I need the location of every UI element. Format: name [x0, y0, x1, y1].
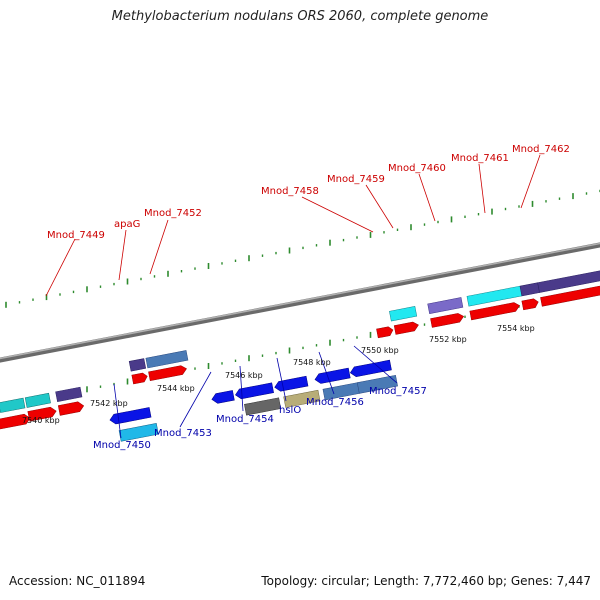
gene-label-mnod-7458[interactable]: Mnod_7458 [261, 186, 319, 197]
forward-gene-bar[interactable] [145, 350, 189, 369]
gene-label-mnod-7456[interactable]: Mnod_7456 [306, 397, 364, 408]
leader-line [276, 357, 287, 402]
forward-gene-bar[interactable] [128, 358, 147, 372]
reverse-gene-bar[interactable] [356, 374, 398, 394]
leader-line [45, 238, 76, 297]
reverse-cds-arrow[interactable] [314, 367, 351, 384]
forward-cds-arrow[interactable] [540, 283, 600, 307]
position-label: 7550 kbp [361, 346, 399, 355]
gene-label-mnod-7459[interactable]: Mnod_7459 [327, 174, 385, 185]
leader-line [418, 173, 436, 222]
gene-label-mnod-7452[interactable]: Mnod_7452 [144, 208, 202, 219]
reverse-cds-arrow[interactable] [274, 375, 309, 392]
forward-cds-row [0, 283, 600, 430]
leader-line [301, 196, 374, 233]
accession-text: Accession: NC_011894 [9, 574, 146, 588]
forward-cds-arrow[interactable] [148, 365, 187, 382]
forward-gene-bar[interactable] [24, 392, 51, 408]
genome-summary-text: Topology: circular; Length: 7,772,460 bp… [261, 574, 591, 588]
position-labels: 7540 kbp 7542 kbp 7544 kbp 7546 kbp 7548… [22, 324, 535, 425]
gene-label-mnod-7457[interactable]: Mnod_7457 [369, 386, 427, 397]
forward-gene-bar[interactable] [55, 386, 83, 402]
forward-cds-arrow[interactable] [393, 321, 419, 335]
reverse-cds-arrow[interactable] [349, 359, 392, 378]
leader-line [353, 345, 398, 384]
reverse-gene-bar[interactable] [244, 397, 282, 416]
position-label: 7554 kbp [497, 324, 535, 333]
reverse-gene-row [118, 374, 398, 442]
forward-cds-arrow[interactable] [27, 406, 57, 422]
map-title: Methylobacterium nodulans ORS 2060, comp… [111, 9, 489, 24]
forward-gene-bar[interactable] [519, 282, 540, 297]
leader-line [478, 163, 486, 214]
leader-line [113, 383, 122, 439]
forward-gene-row [0, 268, 600, 413]
gene-label-mnod-7453[interactable]: Mnod_7453 [154, 428, 212, 439]
leader-line [520, 154, 541, 209]
leader-line [118, 229, 127, 281]
forward-gene-labels: Mnod_7449 apaG Mnod_7452 Mnod_7458 Mnod_… [45, 144, 570, 297]
forward-cds-arrow[interactable] [430, 312, 465, 328]
gene-label-mnod-7461[interactable]: Mnod_7461 [451, 153, 509, 164]
gene-label-mnod-7454[interactable]: Mnod_7454 [216, 414, 274, 425]
gene-label-mnod-7450[interactable]: Mnod_7450 [93, 440, 151, 451]
forward-cds-arrow[interactable] [57, 401, 85, 416]
gene-label-mnod-7460[interactable]: Mnod_7460 [388, 163, 446, 174]
reverse-cds-arrow[interactable] [234, 382, 274, 400]
position-label: 7552 kbp [429, 335, 467, 344]
gene-label-hslo[interactable]: hslO [279, 405, 301, 416]
leader-line [365, 184, 394, 229]
forward-cds-arrow[interactable] [469, 302, 521, 321]
forward-cds-arrow[interactable] [376, 326, 394, 339]
position-label: 7548 kbp [293, 358, 331, 367]
forward-ticks [5, 189, 600, 308]
gene-label-apag[interactable]: apaG [114, 219, 140, 230]
forward-cds-arrow[interactable] [0, 413, 31, 430]
gene-label-mnod-7462[interactable]: Mnod_7462 [512, 144, 570, 155]
gene-label-mnod-7449[interactable]: Mnod_7449 [47, 230, 105, 241]
position-label: 7544 kbp [157, 384, 195, 393]
genome-backbone [0, 242, 600, 363]
genome-backbone-highlight [0, 242, 600, 360]
reverse-gene-labels: Mnod_7450 Mnod_7453 Mnod_7454 hslO Mnod_… [93, 345, 427, 451]
forward-gene-bar[interactable] [537, 268, 600, 293]
forward-cds-arrow[interactable] [131, 372, 148, 385]
forward-cds-arrow[interactable] [521, 298, 539, 311]
position-label: 7542 kbp [90, 399, 128, 408]
forward-gene-bar[interactable] [389, 306, 418, 322]
forward-gene-bar[interactable] [427, 297, 464, 315]
forward-gene-bar[interactable] [0, 397, 26, 413]
reverse-cds-arrow[interactable] [211, 390, 235, 404]
leader-line [179, 371, 212, 428]
reverse-cds-arrow[interactable] [109, 407, 152, 425]
position-label: 7540 kbp [22, 416, 60, 425]
reverse-gene-bar[interactable] [118, 423, 159, 442]
reverse-gene-bar[interactable] [283, 389, 321, 408]
leader-line [149, 219, 169, 275]
leader-line [239, 365, 244, 412]
leader-line [318, 351, 335, 395]
position-label: 7546 kbp [225, 371, 263, 380]
